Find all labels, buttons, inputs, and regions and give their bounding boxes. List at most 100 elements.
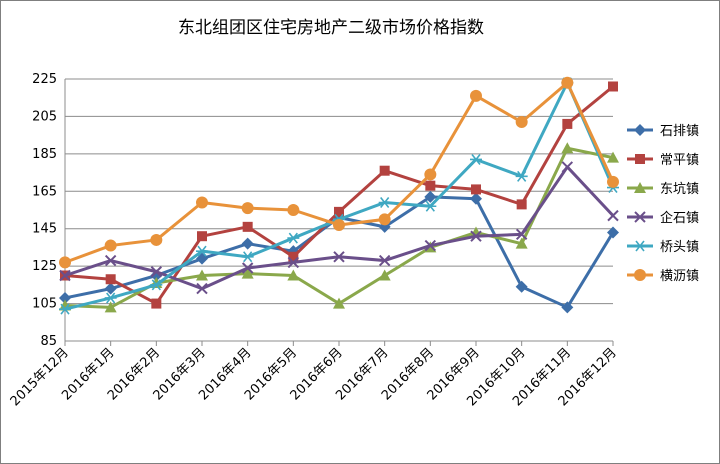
axis-layer: 851051251451651852052252015年12月2016年1月20…	[8, 72, 620, 409]
series-layer	[59, 76, 619, 315]
data-point	[287, 256, 300, 269]
y-tick-label: 205	[32, 109, 57, 124]
legend-item: 企石镇	[627, 210, 699, 226]
data-point	[105, 274, 116, 285]
data-point	[150, 233, 163, 246]
series-2	[60, 81, 618, 309]
data-point	[59, 291, 71, 304]
y-tick-label: 105	[32, 297, 57, 312]
data-point	[333, 218, 345, 231]
data-point	[378, 213, 391, 226]
data-point	[333, 297, 345, 309]
data-point	[59, 269, 71, 282]
data-point	[104, 301, 117, 313]
data-point	[471, 184, 481, 195]
data-point	[561, 301, 574, 314]
legend-marker	[634, 269, 646, 281]
data-point	[561, 161, 574, 173]
data-point	[241, 202, 254, 215]
x-tick-label: 2015年12月	[8, 345, 72, 409]
data-point	[288, 251, 299, 262]
legend-marker	[634, 182, 646, 193]
legend-label: 企石镇	[660, 210, 699, 226]
data-point	[378, 269, 391, 281]
legend-marker	[635, 154, 645, 164]
legend-item: 常平镇	[627, 153, 699, 168]
data-point	[424, 239, 437, 252]
data-point	[287, 269, 300, 281]
data-point	[241, 251, 254, 263]
y-tick-label: 165	[32, 184, 57, 199]
legend-item: 石排镇	[627, 124, 699, 139]
legend-marker	[634, 124, 646, 136]
data-point	[242, 221, 253, 232]
data-point	[379, 165, 390, 176]
legend-item: 桥头镇	[627, 240, 699, 255]
y-tick-label: 125	[32, 259, 57, 274]
data-point	[151, 298, 162, 309]
data-point	[334, 206, 344, 217]
chart-title: 东北组团区住宅房地产二级市场价格指数	[178, 18, 484, 38]
data-point	[287, 204, 300, 216]
data-point	[196, 245, 208, 257]
data-point	[196, 269, 208, 281]
data-point	[59, 256, 71, 269]
series-line	[64, 81, 615, 264]
legend-marker	[634, 240, 646, 252]
data-point	[104, 254, 117, 267]
data-point	[196, 196, 208, 209]
data-point	[516, 199, 527, 210]
data-point	[608, 81, 618, 92]
data-point	[196, 282, 208, 295]
data-point	[515, 116, 528, 129]
series-6	[59, 76, 619, 269]
data-point	[241, 237, 254, 250]
data-point	[607, 209, 619, 222]
data-point	[59, 303, 71, 315]
y-tick-label: 185	[32, 147, 57, 162]
data-point	[104, 292, 117, 304]
data-point	[470, 192, 482, 205]
data-point	[378, 254, 391, 267]
data-point	[470, 89, 482, 102]
data-point	[607, 151, 619, 163]
y-tick-label: 225	[32, 72, 57, 87]
legend-label: 横沥镇	[660, 269, 699, 284]
data-point	[150, 279, 163, 291]
legend-label: 桥头镇	[660, 240, 699, 255]
data-point	[241, 267, 254, 279]
data-point	[150, 266, 163, 278]
data-point	[197, 231, 207, 242]
legend-marker	[634, 211, 646, 223]
data-point	[607, 226, 619, 239]
data-point	[287, 232, 300, 244]
y-tick-label: 145	[32, 222, 57, 237]
data-point	[378, 197, 391, 209]
data-point	[470, 230, 482, 242]
data-point	[515, 237, 528, 249]
y-tick-label: 85	[40, 334, 57, 349]
data-point	[561, 142, 574, 154]
data-point	[515, 280, 528, 293]
data-point	[333, 251, 345, 263]
data-point	[424, 190, 437, 203]
series-4	[59, 161, 619, 295]
legend-item: 横沥镇	[627, 269, 699, 284]
data-point	[424, 168, 437, 181]
data-point	[241, 262, 254, 274]
data-point	[104, 239, 117, 252]
legend-label: 常平镇	[660, 153, 699, 168]
data-point	[515, 170, 528, 182]
data-point	[515, 228, 528, 241]
data-point	[470, 153, 482, 165]
data-point	[607, 175, 619, 188]
data-point	[424, 200, 437, 212]
data-point	[562, 118, 573, 129]
data-point	[561, 76, 574, 89]
data-point	[104, 282, 117, 295]
legend-item: 东坑镇	[627, 182, 699, 197]
data-point	[425, 180, 436, 191]
